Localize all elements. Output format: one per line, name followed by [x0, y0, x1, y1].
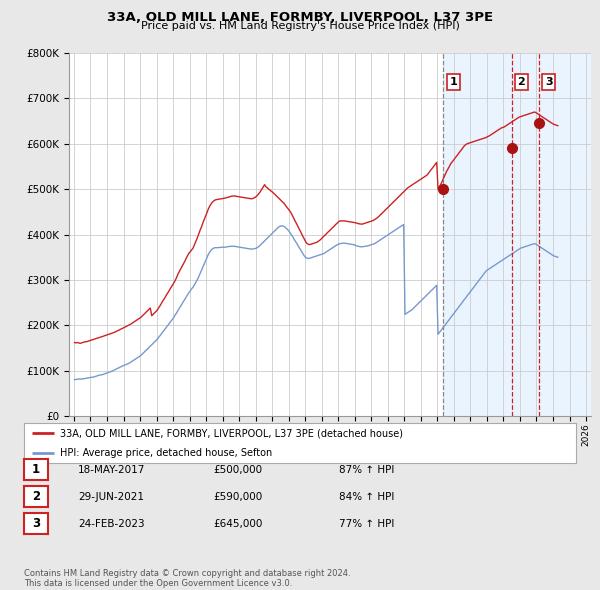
Text: 2: 2 — [32, 490, 40, 503]
Text: 3: 3 — [32, 517, 40, 530]
Text: 1: 1 — [32, 463, 40, 476]
Text: HPI: Average price, detached house, Sefton: HPI: Average price, detached house, Seft… — [60, 448, 272, 458]
Text: 2: 2 — [518, 77, 526, 87]
Text: Price paid vs. HM Land Registry's House Price Index (HPI): Price paid vs. HM Land Registry's House … — [140, 21, 460, 31]
Text: 3: 3 — [545, 77, 553, 87]
Text: £645,000: £645,000 — [213, 519, 262, 529]
Text: £590,000: £590,000 — [213, 492, 262, 502]
Text: 84% ↑ HPI: 84% ↑ HPI — [339, 492, 394, 502]
Text: 87% ↑ HPI: 87% ↑ HPI — [339, 465, 394, 474]
Text: 24-FEB-2023: 24-FEB-2023 — [78, 519, 145, 529]
Bar — [443, 53, 591, 416]
Text: 29-JUN-2021: 29-JUN-2021 — [78, 492, 144, 502]
Text: 33A, OLD MILL LANE, FORMBY, LIVERPOOL, L37 3PE (detached house): 33A, OLD MILL LANE, FORMBY, LIVERPOOL, L… — [60, 428, 403, 438]
Text: 1: 1 — [449, 77, 457, 87]
Text: Contains HM Land Registry data © Crown copyright and database right 2024.
This d: Contains HM Land Registry data © Crown c… — [24, 569, 350, 588]
Text: £500,000: £500,000 — [213, 465, 262, 474]
Text: 33A, OLD MILL LANE, FORMBY, LIVERPOOL, L37 3PE: 33A, OLD MILL LANE, FORMBY, LIVERPOOL, L… — [107, 11, 493, 24]
Text: 77% ↑ HPI: 77% ↑ HPI — [339, 519, 394, 529]
Text: 18-MAY-2017: 18-MAY-2017 — [78, 465, 145, 474]
